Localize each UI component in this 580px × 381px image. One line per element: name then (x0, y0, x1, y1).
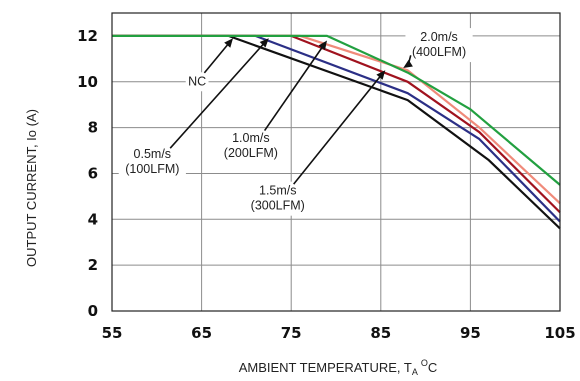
x-axis-label-unit: C (428, 360, 437, 375)
annotation-arrowhead-3 (318, 40, 327, 51)
annotations: NC 0.5m/s(100LFM) 1.0m/s(200LFM) 1.5m/s(300… (118, 28, 473, 216)
annotation-text-5-2: (400LFM) (412, 45, 466, 59)
annotation-bg-1 (185, 72, 209, 92)
annotation-bg-2 (118, 145, 186, 179)
annotation-text-3-2: (200LFM) (224, 146, 278, 160)
x-tick-75: 75 (281, 324, 302, 342)
annotation-bg-3 (217, 128, 285, 163)
series-line-5 (112, 34, 561, 186)
annotation-text-4-1: 1.5m/s (259, 184, 297, 198)
y-tick-0: 0 (88, 302, 98, 320)
x-tick-95: 95 (460, 324, 481, 342)
x-axis-label-sub: A (412, 367, 418, 377)
x-tick-105: 105 (544, 324, 575, 342)
annotation-arrow-3 (263, 44, 325, 132)
annotation-bg-5 (405, 28, 473, 63)
x-tick-55: 55 (102, 324, 123, 342)
annotation-arrow-4 (293, 74, 383, 185)
y-tick-8: 8 (88, 119, 98, 137)
series-lines (112, 34, 561, 230)
y-tick-12: 12 (77, 27, 98, 45)
y-axis-label: OUTPUT CURRENT, Io (A) (24, 109, 39, 267)
annotation-text-2-1: 0.5m/s (134, 147, 172, 161)
tick-labels: 55 65 75 85 95 105 0 2 4 6 8 10 12 (77, 27, 576, 342)
y-tick-6: 6 (88, 164, 98, 182)
annotation-text-3-1: 1.0m/s (232, 131, 270, 145)
y-tick-10: 10 (77, 73, 98, 91)
annotation-text-5-1: 2.0m/s (420, 30, 458, 44)
series-line-3 (112, 34, 561, 214)
annotation-arrowhead-2 (259, 38, 269, 48)
y-tick-2: 2 (88, 256, 98, 274)
annotation-bg-4 (244, 181, 312, 216)
annotation-arrow-1 (203, 42, 230, 74)
annotation-text-2-2: (100LFM) (125, 162, 179, 176)
annotation-text-1-1: NC (188, 74, 206, 88)
annotation-arrowhead-4 (376, 70, 386, 80)
plot-frame (111, 12, 561, 312)
annotation-arrowhead-5 (403, 59, 413, 68)
x-tick-65: 65 (191, 324, 212, 342)
annotation-arrowhead-1 (224, 38, 233, 48)
x-axis-label: AMBIENT TEMPERATURE, TAOC (239, 358, 438, 377)
annotation-arrow-2 (169, 42, 266, 149)
x-axis-label-main: AMBIENT TEMPERATURE, T (239, 360, 412, 375)
annotation-text-4-2: (300LFM) (251, 199, 305, 213)
x-axis-label-sup: O (421, 358, 428, 368)
y-tick-4: 4 (88, 210, 98, 228)
x-tick-85: 85 (370, 324, 391, 342)
